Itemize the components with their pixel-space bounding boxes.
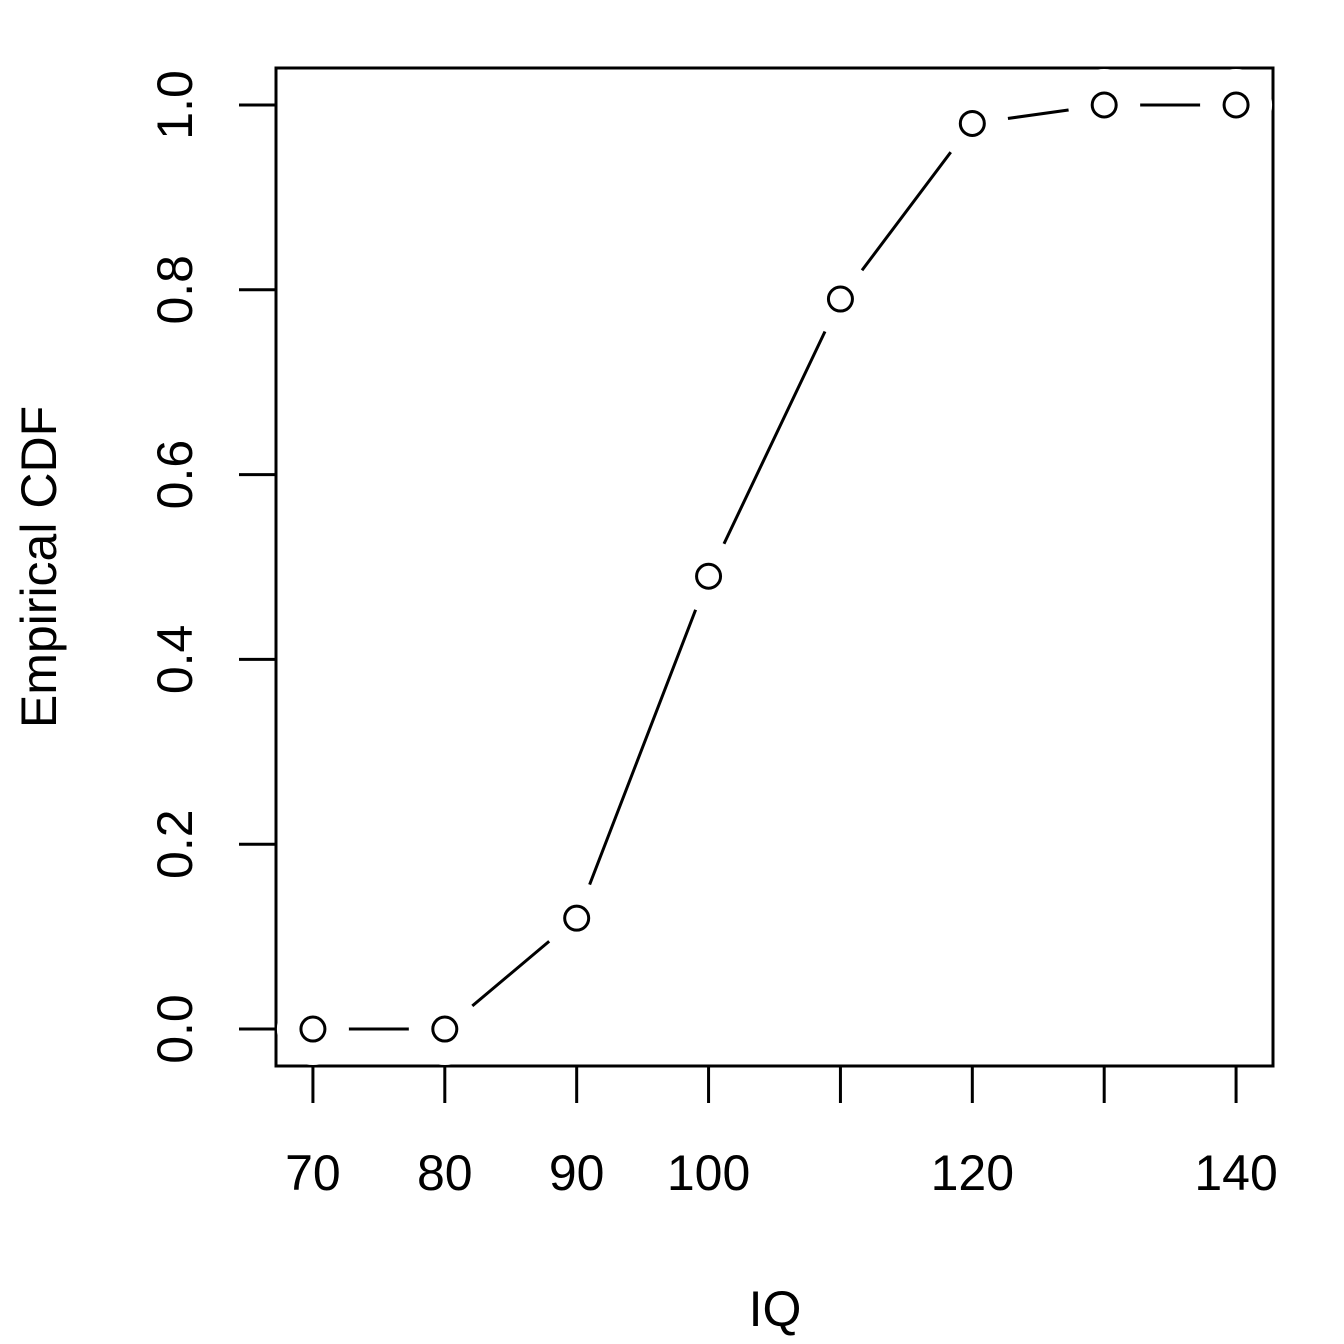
y-tick-label: 0.2 (147, 809, 203, 879)
plot-frame (274, 66, 1275, 1068)
y-tick-label: 1.0 (147, 70, 203, 140)
x-tick-label: 90 (549, 1145, 605, 1201)
x-tick-label: 100 (667, 1145, 750, 1201)
point (1222, 91, 1250, 119)
point (826, 285, 854, 313)
y-tick-label: 0.8 (147, 255, 203, 325)
point (695, 562, 723, 590)
x-tick-label: 120 (931, 1145, 1014, 1201)
x-tick-label: 70 (285, 1145, 341, 1201)
point (299, 1015, 327, 1043)
x-tick-label: 140 (1194, 1145, 1277, 1201)
series-line (312, 103, 1237, 1031)
point (563, 904, 591, 932)
point (1090, 91, 1118, 119)
y-tick-label: 0.4 (147, 625, 203, 695)
point (431, 1015, 459, 1043)
y-axis-label: Empirical CDF (11, 406, 67, 728)
y-tick-label: 0.0 (147, 994, 203, 1064)
x-tick-label: 80 (417, 1145, 473, 1201)
x-axis-label: IQ (749, 1281, 802, 1337)
point (958, 109, 986, 137)
y-tick-label: 0.6 (147, 440, 203, 510)
